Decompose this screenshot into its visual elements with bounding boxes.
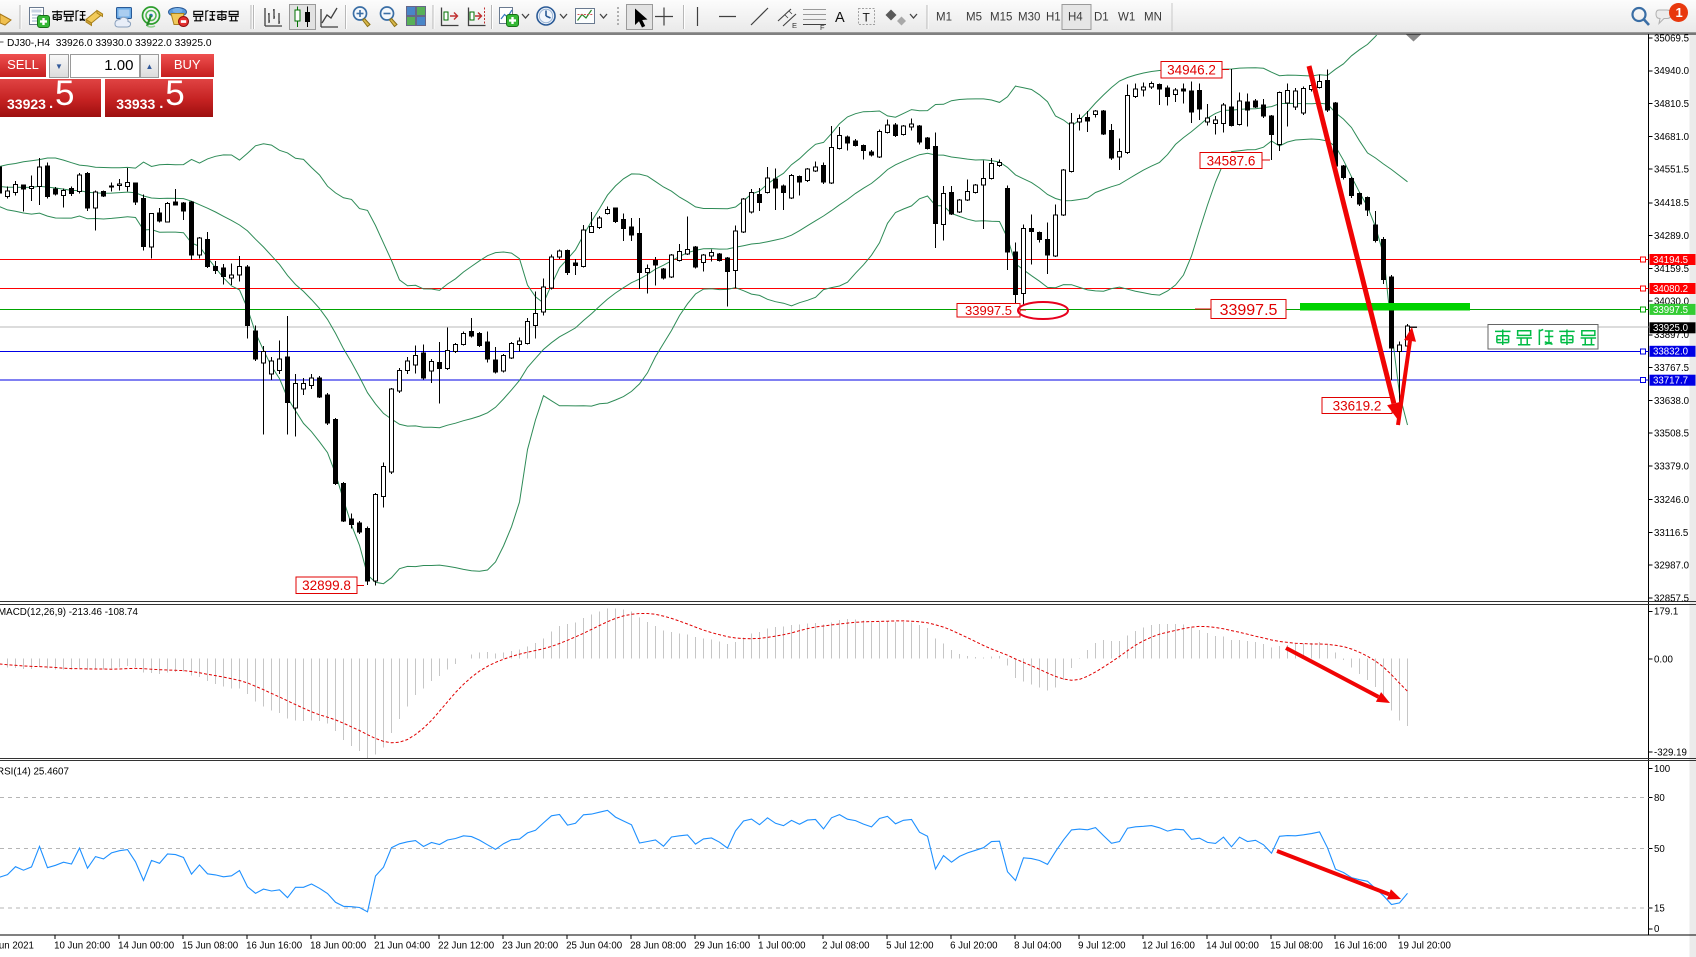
svg-text:14 Jun 00:00: 14 Jun 00:00: [118, 941, 175, 952]
svg-text:DJ30-,H4 33926.0 33930.0 3392: DJ30-,H4 33926.0 33930.0 33922.0 33925.0: [7, 38, 212, 49]
svg-text:34080.2: 34080.2: [1653, 284, 1688, 295]
svg-text:33508.5: 33508.5: [1654, 429, 1689, 440]
svg-text:33638.0: 33638.0: [1654, 396, 1690, 407]
svg-text:1: 1: [1676, 5, 1683, 20]
svg-text:1 Jul 00:00: 1 Jul 00:00: [758, 941, 806, 952]
svg-text:100: 100: [1654, 764, 1671, 775]
svg-text:34940.0: 34940.0: [1654, 66, 1690, 77]
svg-text:34418.5: 34418.5: [1654, 198, 1689, 209]
svg-text:25 Jun 04:00: 25 Jun 04:00: [566, 941, 623, 952]
svg-text:22 Jun 12:00: 22 Jun 12:00: [438, 941, 495, 952]
svg-text:50: 50: [1654, 844, 1665, 855]
svg-text:33997.5: 33997.5: [1653, 305, 1688, 316]
svg-text:33246.0: 33246.0: [1654, 495, 1690, 506]
svg-text:34810.5: 34810.5: [1654, 99, 1689, 110]
svg-text:12 Jul 16:00: 12 Jul 16:00: [1142, 941, 1195, 952]
svg-text:H1: H1: [1046, 12, 1061, 24]
svg-text:33767.5: 33767.5: [1654, 363, 1689, 374]
svg-text:34681.0: 34681.0: [1654, 132, 1690, 143]
svg-text:16 Jul 16:00: 16 Jul 16:00: [1334, 941, 1387, 952]
svg-text:33997.5: 33997.5: [1220, 302, 1278, 319]
svg-text:33997.5: 33997.5: [965, 303, 1012, 318]
svg-text:MACD(12,26,9) -213.46 -108.74: MACD(12,26,9) -213.46 -108.74: [0, 607, 139, 618]
svg-text:32987.0: 32987.0: [1654, 561, 1690, 572]
svg-text:6 Jul 20:00: 6 Jul 20:00: [950, 941, 998, 952]
svg-text:9 Jul 12:00: 9 Jul 12:00: [1078, 941, 1126, 952]
svg-text:8 Jul 04:00: 8 Jul 04:00: [1014, 941, 1062, 952]
svg-text:RSI(14) 25.4607: RSI(14) 25.4607: [0, 767, 69, 778]
svg-text:33832.0: 33832.0: [1653, 347, 1689, 358]
svg-text:14 Jul 00:00: 14 Jul 00:00: [1206, 941, 1259, 952]
svg-text:23 Jun 20:00: 23 Jun 20:00: [502, 941, 559, 952]
svg-text:2 Jul 08:00: 2 Jul 08:00: [822, 941, 870, 952]
svg-text:34946.2: 34946.2: [1167, 63, 1216, 78]
svg-text:33379.0: 33379.0: [1654, 461, 1690, 472]
svg-text:M15: M15: [990, 12, 1012, 24]
svg-text:15 Jun 08:00: 15 Jun 08:00: [182, 941, 239, 952]
svg-text:34289.0: 34289.0: [1654, 231, 1690, 242]
svg-text:-329.19: -329.19: [1654, 747, 1687, 758]
svg-text:16 Jun 16:00: 16 Jun 16:00: [246, 941, 303, 952]
svg-text:D1: D1: [1094, 12, 1109, 24]
svg-text:35069.5: 35069.5: [1654, 33, 1689, 44]
svg-text:33897.0: 33897.0: [1654, 330, 1690, 341]
svg-text:33116.5: 33116.5: [1654, 528, 1688, 539]
svg-text:0.00: 0.00: [1654, 654, 1673, 665]
svg-text:34030.0: 34030.0: [1654, 297, 1690, 308]
svg-text:34551.5: 34551.5: [1654, 165, 1689, 176]
svg-text:E: E: [792, 21, 797, 30]
svg-text:10 Jun 20:00: 10 Jun 20:00: [54, 941, 111, 952]
svg-text:34587.6: 34587.6: [1207, 153, 1256, 168]
svg-text:15: 15: [1654, 904, 1665, 915]
svg-text:21 Jun 04:00: 21 Jun 04:00: [374, 941, 431, 952]
svg-text:29 Jun 16:00: 29 Jun 16:00: [694, 941, 751, 952]
svg-text:A: A: [835, 10, 845, 26]
svg-text:34194.5: 34194.5: [1653, 255, 1688, 266]
svg-text:F: F: [820, 23, 825, 32]
svg-text:19 Jul 20:00: 19 Jul 20:00: [1398, 941, 1451, 952]
svg-text:33619.2: 33619.2: [1333, 398, 1382, 413]
svg-text:MN: MN: [1144, 12, 1162, 24]
svg-text:32857.5: 32857.5: [1654, 593, 1689, 604]
svg-text:32899.8: 32899.8: [302, 578, 351, 593]
svg-text:34159.5: 34159.5: [1654, 264, 1689, 275]
svg-text:M1: M1: [936, 12, 952, 24]
svg-text:15 Jul 08:00: 15 Jul 08:00: [1270, 941, 1323, 952]
svg-text:M30: M30: [1018, 12, 1040, 24]
svg-text:W1: W1: [1118, 12, 1135, 24]
svg-text:5 Jul 12:00: 5 Jul 12:00: [886, 941, 934, 952]
svg-text:33717.7: 33717.7: [1653, 376, 1688, 387]
svg-text:18 Jun 00:00: 18 Jun 00:00: [310, 941, 367, 952]
svg-text:33925.0: 33925.0: [1653, 323, 1689, 334]
svg-text:0: 0: [1654, 924, 1660, 935]
svg-text:179.1: 179.1: [1654, 607, 1678, 618]
svg-text:9 Jun 2021: 9 Jun 2021: [0, 941, 34, 952]
svg-text:28 Jun 08:00: 28 Jun 08:00: [630, 941, 687, 952]
svg-text:M5: M5: [966, 12, 982, 24]
svg-text:80: 80: [1654, 793, 1665, 804]
svg-text:T: T: [863, 11, 871, 25]
svg-text:H4: H4: [1068, 12, 1083, 24]
